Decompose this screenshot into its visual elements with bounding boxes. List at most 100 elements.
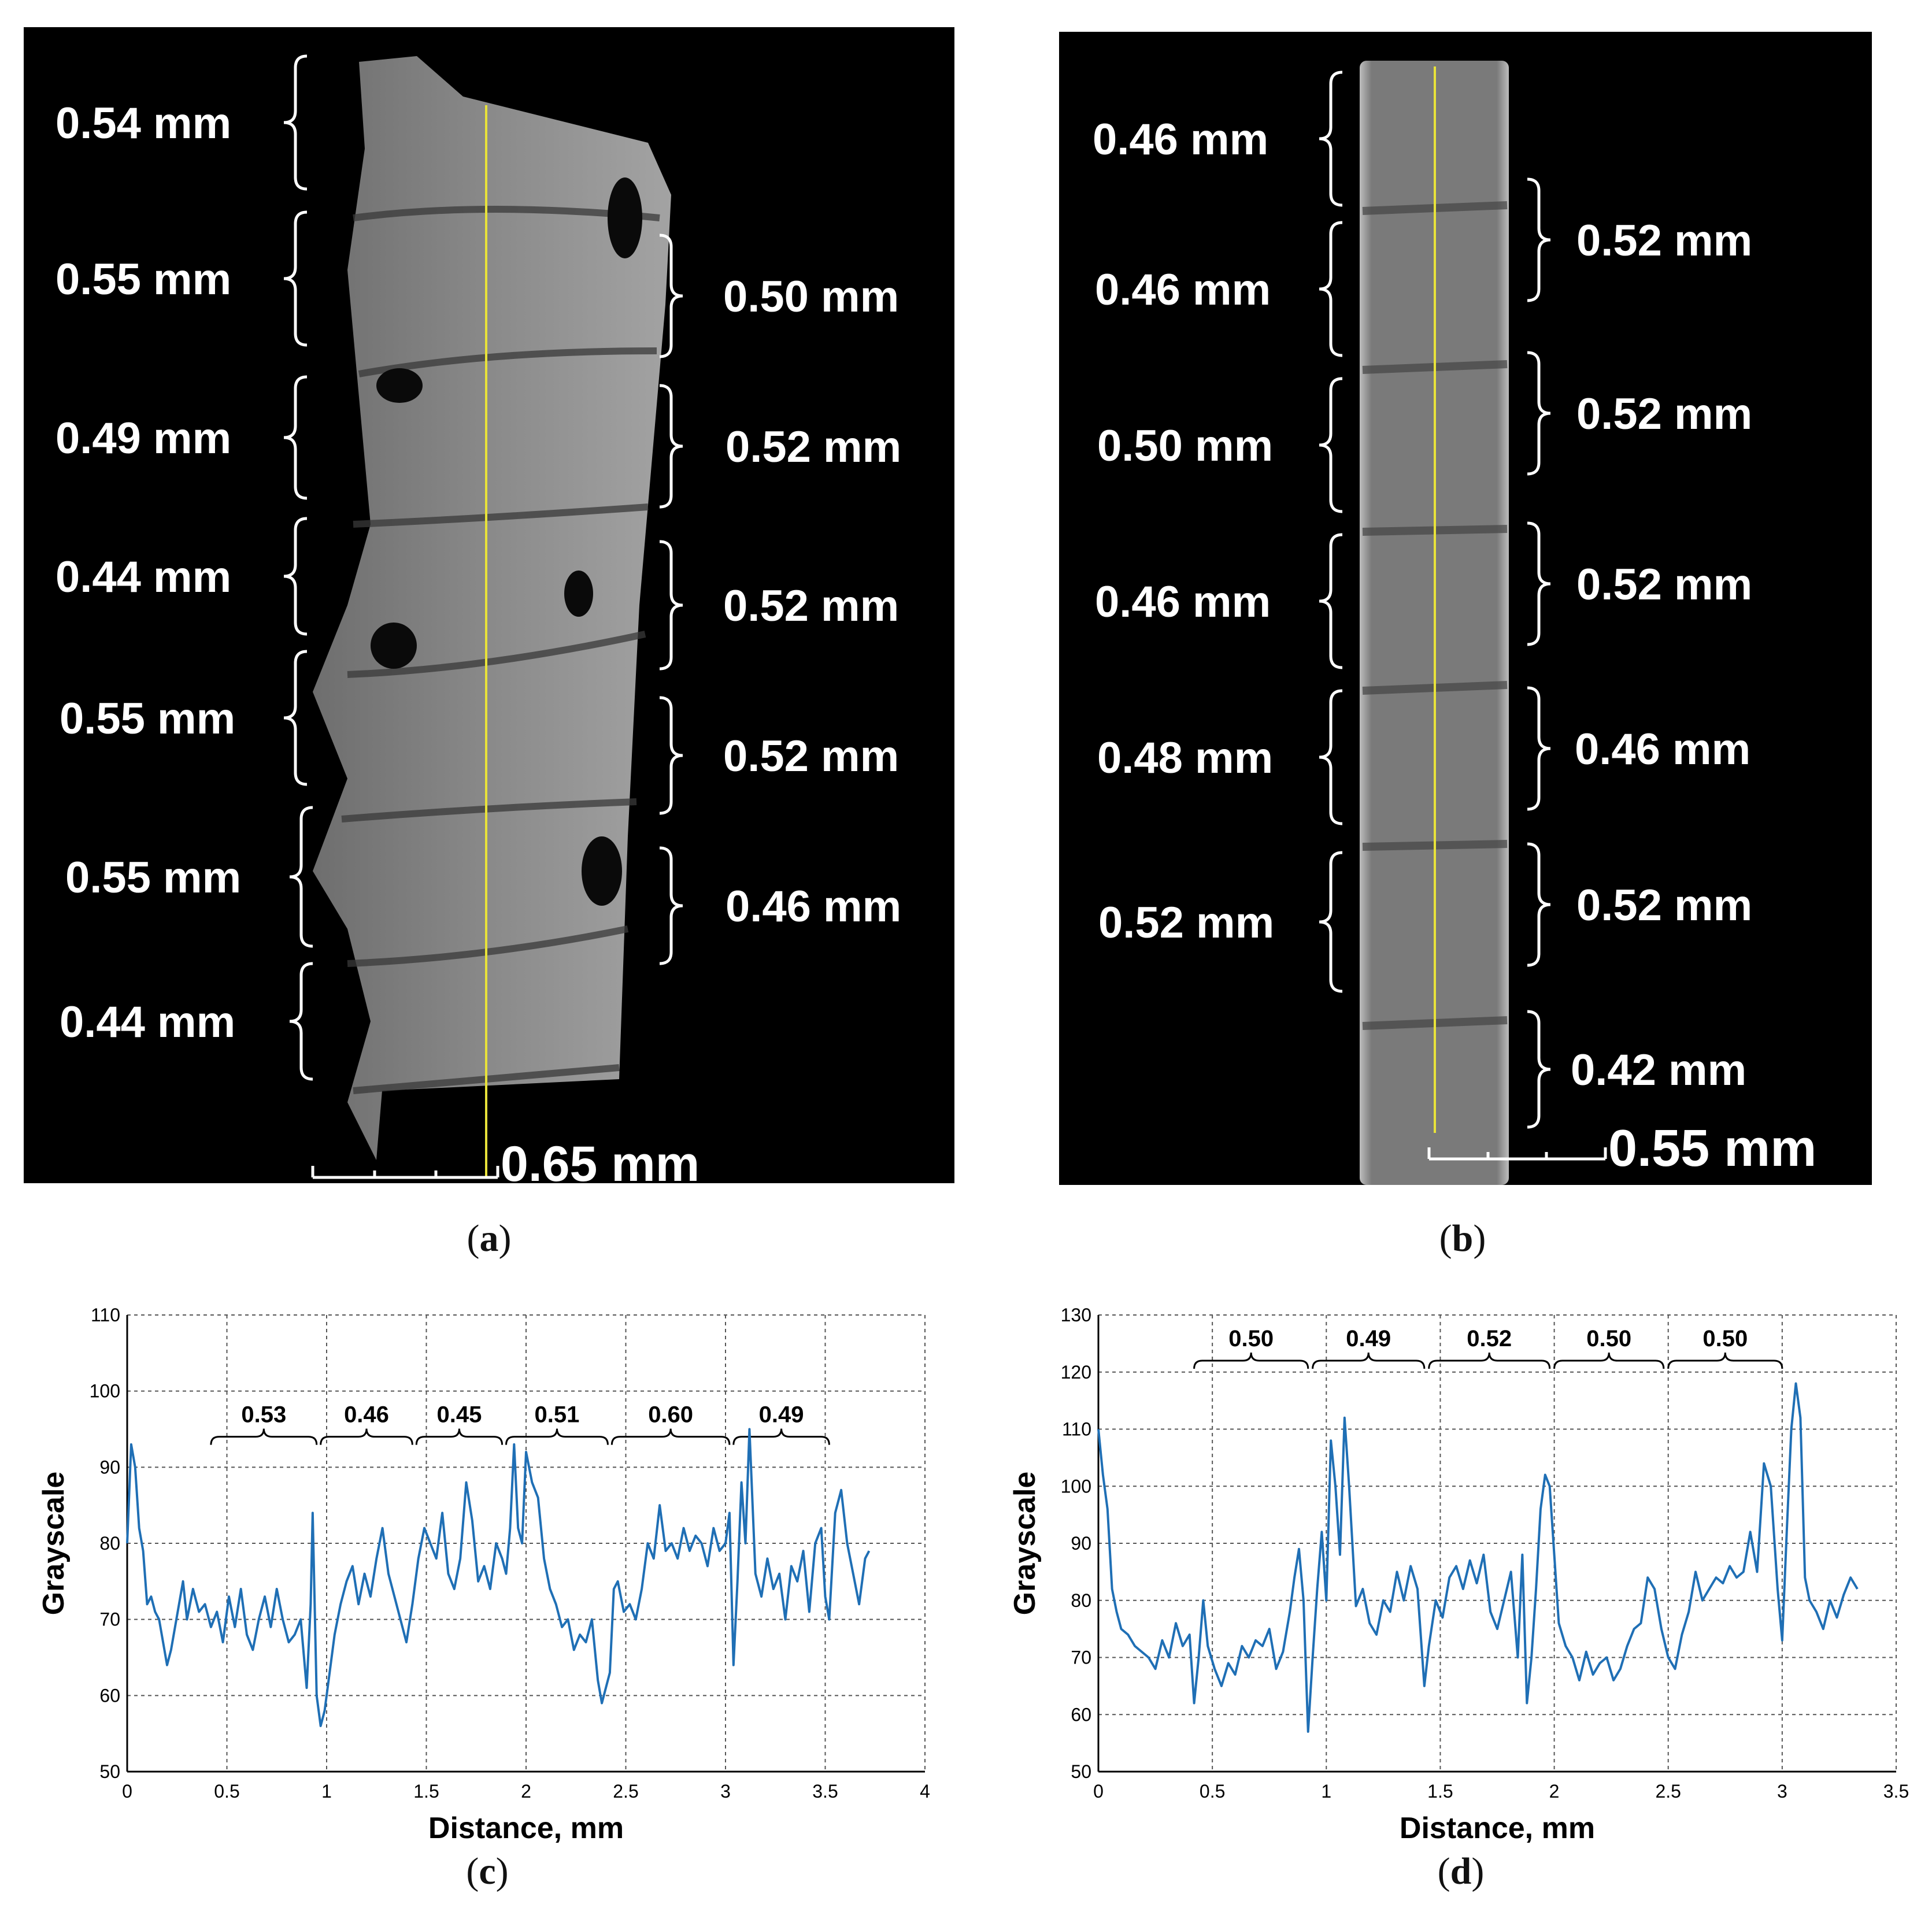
layer-label: 0.52 mm bbox=[1576, 390, 1752, 439]
segment-bracket bbox=[210, 1428, 318, 1445]
x-tick-label: 0 bbox=[122, 1781, 132, 1802]
y-tick-label: 60 bbox=[1071, 1704, 1091, 1725]
y-tick-label: 90 bbox=[99, 1457, 120, 1477]
x-tick-label: 1.5 bbox=[1427, 1781, 1453, 1802]
y-axis-label: Grayscale bbox=[1008, 1472, 1042, 1616]
scale-label-a: 0.65 mm bbox=[501, 1136, 699, 1183]
y-tick-label: 50 bbox=[1071, 1761, 1091, 1782]
x-tick-label: 2 bbox=[1549, 1781, 1560, 1802]
segment-bracket bbox=[1553, 1352, 1665, 1369]
y-tick-label: 100 bbox=[1061, 1476, 1091, 1496]
layer-label: 0.42 mm bbox=[1571, 1046, 1746, 1095]
x-tick-label: 2 bbox=[521, 1781, 531, 1802]
x-tick-label: 4 bbox=[920, 1781, 930, 1802]
layer-label: 0.54 mm bbox=[55, 99, 231, 148]
segment-bracket bbox=[1193, 1352, 1309, 1369]
ct-image-panel-b: 0.46 mm 0.46 mm 0.50 mm 0.46 mm 0.48 mm … bbox=[1059, 32, 1872, 1185]
right-labels-b: 0.52 mm 0.52 mm 0.52 mm 0.46 mm 0.52 mm … bbox=[1571, 216, 1752, 1095]
segment-label: 0.49 bbox=[759, 1402, 804, 1428]
segment-label: 0.50 bbox=[1228, 1326, 1274, 1351]
segment-bracket bbox=[505, 1428, 609, 1445]
ct-image-a-graphic: 0.54 mm 0.55 mm 0.49 mm 0.44 mm 0.55 mm … bbox=[55, 54, 901, 1183]
segment-label: 0.50 bbox=[1702, 1326, 1748, 1351]
x-tick-label: 0.5 bbox=[214, 1781, 239, 1802]
grayscale-series-line bbox=[126, 1428, 871, 1727]
x-tick-label: 1 bbox=[1321, 1781, 1331, 1802]
scale-bar-a bbox=[311, 1166, 499, 1179]
segment-label: 0.49 bbox=[1346, 1326, 1391, 1351]
layer-label: 0.52 mm bbox=[723, 581, 899, 631]
layer-label: 0.50 mm bbox=[723, 272, 899, 321]
x-tick-label: 1.5 bbox=[413, 1781, 439, 1802]
layer-label: 0.52 mm bbox=[1576, 560, 1752, 609]
segment-bracket bbox=[1312, 1352, 1426, 1369]
layer-label: 0.46 mm bbox=[1095, 265, 1271, 314]
grayscale-profile-chart-d: 0 0.5 1 1.5 2 2.5 3 3.5 50 60 70 80 90 100 110 120 130 Di… bbox=[1006, 1283, 1919, 1861]
x-axis-label: Distance, mm bbox=[1400, 1812, 1595, 1845]
segment-bracket bbox=[1667, 1352, 1783, 1369]
layer-label: 0.44 mm bbox=[60, 998, 235, 1047]
y-tick-label: 60 bbox=[99, 1685, 120, 1706]
layer-label: 0.52 mm bbox=[723, 732, 899, 781]
layer-label: 0.46 mm bbox=[1575, 725, 1750, 774]
y-axis-label: Grayscale bbox=[37, 1472, 71, 1616]
right-braces-b bbox=[1527, 177, 1551, 1129]
segment-bracket bbox=[415, 1428, 504, 1445]
layer-label: 0.46 mm bbox=[1095, 577, 1271, 627]
y-tick-label: 90 bbox=[1071, 1533, 1091, 1554]
voids-a bbox=[371, 177, 642, 906]
segment-label: 0.45 bbox=[436, 1402, 482, 1428]
grayscale-series-line bbox=[1097, 1382, 1859, 1733]
y-tick-label: 110 bbox=[1062, 1419, 1091, 1440]
left-labels-b: 0.46 mm 0.46 mm 0.50 mm 0.46 mm 0.48 mm … bbox=[1093, 115, 1274, 947]
scale-bar-b bbox=[1427, 1147, 1607, 1161]
chart-c-svg: 0 0.5 1 1.5 2 2.5 3 3.5 45060708090100110Distanc… bbox=[37, 1305, 930, 1845]
segment-label: 0.52 bbox=[1467, 1326, 1512, 1351]
y-tick-label: 110 bbox=[91, 1305, 120, 1325]
left-labels-a: 0.54 mm 0.55 mm 0.49 mm 0.44 mm 0.55 mm … bbox=[55, 99, 241, 1047]
y-tick-label: 70 bbox=[99, 1609, 120, 1630]
ct-image-panel-a: 0.54 mm 0.55 mm 0.49 mm 0.44 mm 0.55 mm … bbox=[24, 27, 954, 1183]
segment-bracket bbox=[1428, 1352, 1551, 1369]
specimen-a-silhouette bbox=[313, 56, 671, 1160]
scale-label-b: 0.55 mm bbox=[1608, 1120, 1816, 1177]
x-tick-label: 3.5 bbox=[1883, 1781, 1909, 1802]
segment-label: 0.50 bbox=[1586, 1326, 1631, 1351]
y-tick-label: 120 bbox=[1061, 1362, 1091, 1383]
layer-label: 0.52 mm bbox=[726, 423, 901, 472]
segment-bracket bbox=[320, 1428, 413, 1445]
y-tick-label: 80 bbox=[99, 1533, 120, 1554]
segment-label: 0.51 bbox=[535, 1402, 580, 1428]
y-tick-label: 50 bbox=[99, 1761, 120, 1782]
left-braces-a bbox=[283, 54, 313, 1081]
layer-label: 0.55 mm bbox=[65, 853, 241, 902]
layer-label: 0.55 mm bbox=[60, 694, 235, 743]
layer-label: 0.48 mm bbox=[1097, 734, 1273, 783]
caption-b: (b) bbox=[1439, 1217, 1486, 1259]
x-tick-label: 2.5 bbox=[1655, 1781, 1681, 1802]
chart-d-svg: 0 0.5 1 1.5 2 2.5 3 3.5 50 60 70 80 90 100 110 120 130 Di… bbox=[1008, 1305, 1909, 1845]
segment-label: 0.60 bbox=[648, 1402, 693, 1428]
caption-d: (d) bbox=[1437, 1850, 1485, 1892]
y-tick-label: 100 bbox=[90, 1381, 120, 1402]
segment-label: 0.53 bbox=[241, 1402, 286, 1428]
x-tick-label: 3.5 bbox=[812, 1781, 838, 1802]
y-tick-label: 130 bbox=[1061, 1305, 1091, 1325]
x-tick-label: 3 bbox=[1777, 1781, 1787, 1802]
caption-c: (c) bbox=[466, 1850, 509, 1892]
x-tick-label: 0 bbox=[1093, 1781, 1104, 1802]
layer-label: 0.52 mm bbox=[1576, 216, 1752, 265]
right-labels-a: 0.50 mm 0.52 mm 0.52 mm 0.52 mm 0.46 mm bbox=[723, 272, 901, 931]
layer-label: 0.44 mm bbox=[55, 553, 231, 602]
segment-bracket bbox=[610, 1428, 731, 1445]
x-tick-label: 0.5 bbox=[1200, 1781, 1225, 1802]
right-braces-a bbox=[659, 234, 683, 965]
layer-label: 0.46 mm bbox=[1093, 115, 1268, 164]
layer-label: 0.52 mm bbox=[1576, 881, 1752, 930]
layer-label: 0.52 mm bbox=[1098, 898, 1274, 947]
ct-image-b-graphic: 0.46 mm 0.46 mm 0.50 mm 0.46 mm 0.48 mm … bbox=[1093, 61, 1816, 1185]
layer-label: 0.55 mm bbox=[55, 255, 231, 304]
x-tick-label: 1 bbox=[321, 1781, 332, 1802]
y-tick-label: 80 bbox=[1071, 1590, 1091, 1611]
segment-label: 0.46 bbox=[344, 1402, 389, 1428]
